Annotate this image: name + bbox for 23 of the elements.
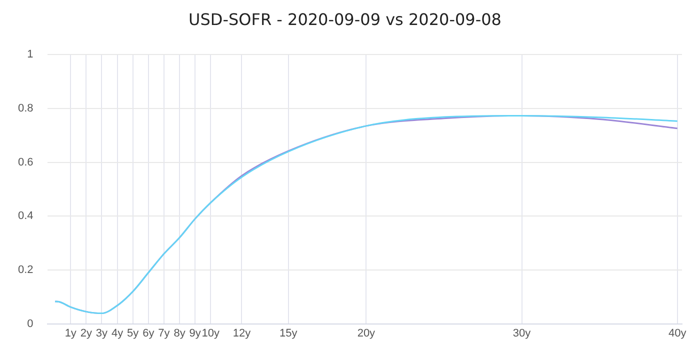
x-tick-label: 6y: [142, 327, 155, 340]
x-tick-label: 1y: [64, 327, 77, 340]
x-tick-label: 40y: [668, 327, 687, 340]
y-tick-label: 0: [27, 318, 34, 330]
x-tick-label: 15y: [280, 327, 298, 340]
x-tick-label: 2y: [80, 327, 92, 340]
chart-title: USD-SOFR - 2020-09-09 vs 2020-09-08: [188, 9, 502, 31]
y-tick-label: 0.2: [18, 264, 34, 276]
x-tick-label: 10y: [202, 327, 220, 340]
x-tick-label: 12y: [232, 327, 252, 340]
x-tick-label: 3y: [96, 327, 108, 340]
y-tick-label: 0.6: [18, 156, 34, 168]
x-tick-label: 5y: [127, 327, 140, 340]
x-tick-label: 4y: [111, 327, 124, 340]
x-tick-label: 7y: [158, 327, 170, 340]
y-tick-label: 0.8: [18, 102, 34, 114]
y-tick-label: 0.4: [18, 210, 34, 222]
line-series: [54, 114, 678, 314]
x-tick-label: 9y: [189, 327, 202, 340]
y-tick-label: 1: [27, 48, 34, 61]
x-tick-label: 30y: [512, 327, 532, 340]
x-tick-label: 8y: [174, 327, 186, 340]
x-tick-label: 20y: [357, 327, 376, 340]
